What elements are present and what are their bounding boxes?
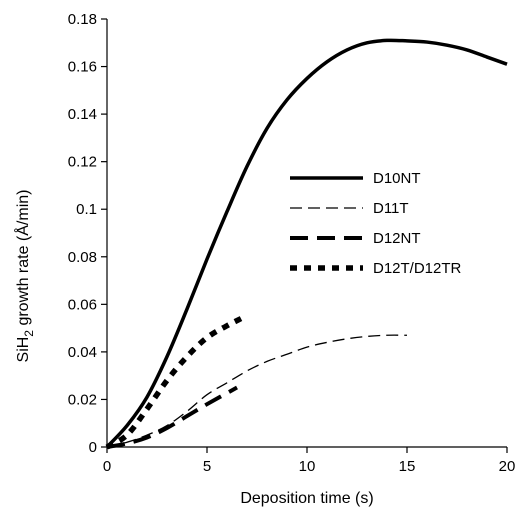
series-line-d12nt bbox=[106, 385, 238, 449]
y-tick-label: 0.06 bbox=[68, 296, 97, 313]
series-line-d11t bbox=[106, 334, 408, 448]
x-tick-label: 10 bbox=[299, 458, 316, 475]
y-axis-title-suffix: growth rate (Å/min) bbox=[13, 190, 32, 330]
y-tick-label: 0.12 bbox=[68, 154, 97, 171]
x-tick-label: 0 bbox=[103, 458, 111, 475]
y-axis-title: SiH2 growth rate (Å/min) bbox=[13, 190, 36, 363]
series-line-d12t-d12tr bbox=[105, 316, 243, 450]
series-line-d10nt bbox=[105, 38, 508, 449]
y-tick-label: 0.08 bbox=[68, 249, 97, 266]
x-tick-label: 20 bbox=[499, 458, 516, 475]
y-tick-label: 0.14 bbox=[68, 106, 97, 123]
y-axis-title-prefix: SiH bbox=[15, 337, 32, 363]
y-tick-label: 0.16 bbox=[68, 59, 97, 76]
y-tick-label: 0.1 bbox=[76, 201, 97, 218]
x-axis-title: Deposition time (s) bbox=[240, 490, 373, 507]
tick-marks bbox=[101, 18, 508, 453]
y-tick-label: 0.18 bbox=[68, 11, 97, 28]
legend-label-d12t-d12tr: D12T/D12TR bbox=[373, 260, 462, 277]
series-lines bbox=[105, 38, 508, 450]
y-tick-label: 0.02 bbox=[68, 391, 97, 408]
x-tick-label: 15 bbox=[399, 458, 416, 475]
x-tick-labels: 0 5 10 15 20 bbox=[103, 458, 516, 475]
x-tick-label: 5 bbox=[203, 458, 211, 475]
legend-label-d12nt: D12NT bbox=[373, 230, 421, 247]
y-tick-label: 0.04 bbox=[68, 344, 97, 361]
legend: D10NT D11T D12NT D12T/D12TR bbox=[290, 170, 462, 277]
y-tick-labels: 0 0.02 0.04 0.06 0.08 0.1 0.12 0.14 0.16 0.18 bbox=[68, 11, 97, 456]
legend-label-d10nt: D10NT bbox=[373, 170, 421, 187]
y-axis-title-subscript: 2 bbox=[22, 330, 36, 337]
y-tick-label: 0 bbox=[89, 439, 97, 456]
legend-label-d11t: D11T bbox=[373, 200, 409, 217]
